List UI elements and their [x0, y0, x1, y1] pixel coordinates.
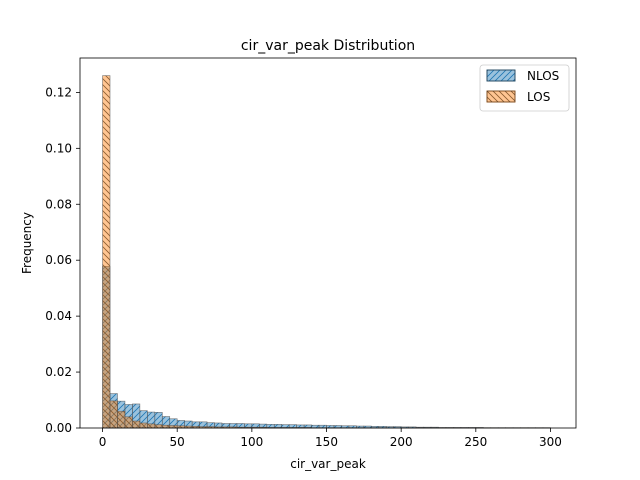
x-axis-label: cir_var_peak [290, 457, 366, 471]
y-tick-label-0: 0.00 [45, 421, 72, 435]
x-tick-label-3: 150 [315, 435, 338, 449]
bar-hatch-los-8 [161, 424, 171, 429]
bar-hatch-los-3 [124, 416, 133, 429]
y-tick-label-1: 0.02 [45, 365, 72, 379]
y-axis-ticks: 0.00 0.02 0.04 0.06 0.08 0.10 0.12 [45, 85, 80, 435]
y-axis-label: Frequency [20, 212, 34, 274]
x-axis-ticks: 0 50 100 150 200 250 300 [99, 428, 562, 449]
legend-swatch-nlos-hatch [486, 69, 516, 82]
x-tick-label-5: 250 [464, 435, 487, 449]
bar-hatch-los-6 [147, 423, 156, 429]
nlos-bars [102, 266, 551, 429]
bar-hatch-los-7 [154, 424, 163, 429]
bar-hatch-los-1 [109, 400, 118, 429]
los-bars [102, 75, 551, 429]
legend-label-nlos: NLOS [527, 69, 559, 83]
legend: NLOS LOS [479, 64, 570, 112]
y-tick-label-2: 0.04 [45, 309, 72, 323]
bar-hatch-los-2 [117, 410, 126, 429]
y-tick-label-6: 0.12 [45, 85, 72, 99]
chart-title: cir_var_peak Distribution [241, 38, 415, 54]
plot-area-frame [79, 57, 577, 429]
bar-hatch-los-4 [132, 420, 141, 429]
bar-hatch-los-0 [102, 75, 111, 429]
y-tick-label-4: 0.08 [45, 197, 72, 211]
x-tick-label-0: 0 [99, 435, 107, 449]
legend-label-los: LOS [527, 90, 550, 104]
y-tick-label-5: 0.10 [45, 141, 72, 155]
y-tick-label-3: 0.06 [45, 253, 72, 267]
x-tick-label-2: 100 [240, 435, 263, 449]
x-tick-label-6: 300 [539, 435, 562, 449]
x-tick-label-1: 50 [170, 435, 185, 449]
legend-swatch-los-hatch [486, 90, 516, 103]
bar-hatch-los-5 [139, 422, 148, 429]
x-tick-label-4: 200 [390, 435, 413, 449]
